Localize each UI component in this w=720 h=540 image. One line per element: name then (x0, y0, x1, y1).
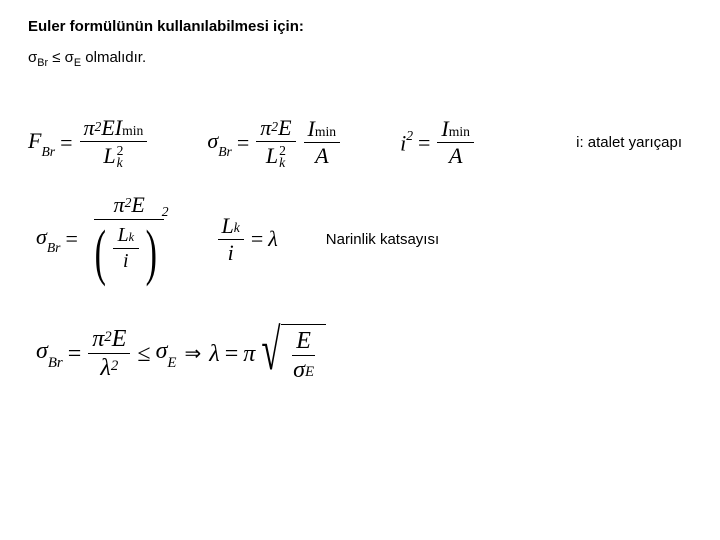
pi-sup: 2 (95, 120, 102, 134)
lambda-sym: λ (268, 228, 278, 250)
Lk-sub: k (129, 231, 134, 243)
pi-sym: π (84, 117, 95, 139)
sigmaE-sym: σ (293, 358, 305, 382)
Imin-sub: min (315, 125, 336, 139)
lambda-sym: λ (209, 342, 219, 366)
final-frac1: π2E λ2 (86, 325, 132, 382)
pi-sym: π (92, 327, 104, 351)
Lk-sym: L (266, 145, 278, 167)
euler-condition: σBr ≤ σE olmalıdır. (28, 49, 692, 69)
sigmabr-sym: σ (207, 128, 218, 153)
fbr-sub: Br (41, 144, 55, 159)
equation-lambda-def: Lk i = λ (216, 213, 278, 266)
paren-sup: 2 (162, 205, 169, 219)
pi-sup: 2 (271, 120, 278, 134)
equation-sigmabr-split: σBr = π2E L2k Imin A (207, 115, 342, 171)
E-sym: E (101, 117, 114, 139)
I-sym: I (308, 118, 315, 140)
i-sym: i (228, 242, 234, 264)
sigmabr-lki-frac: π2E ( Lk i ) 2 (83, 191, 176, 288)
slenderness-label: Narinlik katsayısı (326, 231, 439, 248)
pi-sup: 2 (125, 196, 132, 210)
sigmabr-sym: σ (36, 338, 48, 364)
implies-icon: ⇒ (177, 344, 210, 364)
leq-icon: ≤ (132, 342, 155, 366)
I-sym: I (115, 117, 122, 139)
equation-row-2: σBr = π2E ( Lk i ) 2 (36, 191, 692, 288)
equals-icon: = (63, 342, 87, 366)
pi-sym: π (260, 117, 271, 139)
equals-icon: = (413, 132, 435, 154)
i-sup: 2 (406, 128, 413, 143)
lparen-icon: ( (95, 222, 106, 284)
equals-icon: = (246, 228, 268, 250)
i-sym: i (123, 252, 129, 272)
sigma-sym: σ (28, 49, 37, 66)
equals-icon: = (60, 228, 82, 250)
lki-inner-frac: Lk i (111, 223, 141, 285)
sqrt-frac: E σE (287, 327, 320, 384)
E-sym: E (112, 327, 127, 351)
equation-i2: i2 = Imin A (400, 116, 476, 169)
sigmabr-frac1: π2E L2k (254, 115, 297, 171)
sigmabr-sym: σ (36, 224, 47, 249)
E-sym: E (296, 329, 311, 353)
inertia-radius-label: i: atalet yarıçapı (576, 134, 692, 151)
equals-icon: = (232, 132, 254, 154)
A-sym: A (315, 145, 328, 167)
I-sym: I (441, 118, 448, 140)
pi-sym: π (114, 194, 125, 216)
heading-text: Euler formülünün kullanılabilmesi için: (28, 18, 692, 35)
pi-sup: 2 (104, 330, 111, 345)
equation-sigmabr-lki: σBr = π2E ( Lk i ) 2 (36, 191, 176, 288)
sigmaE-sym: σ (156, 338, 168, 364)
sigmabr-sub: Br (48, 355, 63, 371)
Lk-sub: k (234, 221, 240, 235)
sigmabr-sub: Br (47, 240, 61, 255)
equation-row-1: FBr = π2EImin L2k σBr = π2E L2k (28, 115, 692, 171)
Lk-sym: L (103, 145, 115, 167)
pi-sym: π (243, 342, 255, 366)
E-sym: E (131, 194, 144, 216)
sigma-br-sub: Br (37, 57, 48, 69)
condition-tail: olmalıdır. (81, 49, 146, 66)
i2-frac: Imin A (435, 116, 476, 169)
sigmaE-sub: E (305, 365, 314, 380)
equation-fbr: FBr = π2EImin L2k (28, 115, 149, 171)
sigmaE-sub: E (167, 355, 176, 371)
page: Euler formülünün kullanılabilmesi için: … (0, 0, 720, 540)
Imin-sub: min (449, 125, 470, 139)
sqrt-group: √ E σE (255, 324, 326, 384)
lambda-frac: Lk i (216, 213, 246, 266)
fbr-sym: F (28, 128, 41, 153)
sigmabr-sub: Br (218, 144, 232, 159)
lambda-sup: 2 (111, 359, 118, 374)
Lk-sym: L (222, 215, 234, 237)
equals-icon: = (220, 342, 244, 366)
equation-final: σBr = π2E λ2 ≤ σE ⇒ λ = π √ E σE (36, 324, 326, 384)
A-sym: A (449, 145, 462, 167)
sigma-sym-2: σ (65, 49, 74, 66)
equation-row-3: σBr = π2E λ2 ≤ σE ⇒ λ = π √ E σE (36, 324, 692, 384)
sigmabr-frac2: Imin A (302, 116, 343, 169)
Lk-sym: L (118, 226, 129, 246)
E-sym: E (278, 117, 291, 139)
radical-icon: √ (262, 326, 281, 386)
leq-operator: ≤ (52, 49, 60, 66)
equals-icon: = (55, 132, 77, 154)
Imin-sub: min (122, 124, 143, 138)
lambda-sym: λ (100, 356, 110, 380)
big-paren-group: ( Lk i ) (90, 223, 162, 285)
rparen-icon: ) (146, 222, 157, 284)
fbr-fraction: π2EImin L2k (78, 115, 150, 171)
Lk-sub: k (117, 157, 123, 169)
Lk-sub: k (279, 157, 285, 169)
